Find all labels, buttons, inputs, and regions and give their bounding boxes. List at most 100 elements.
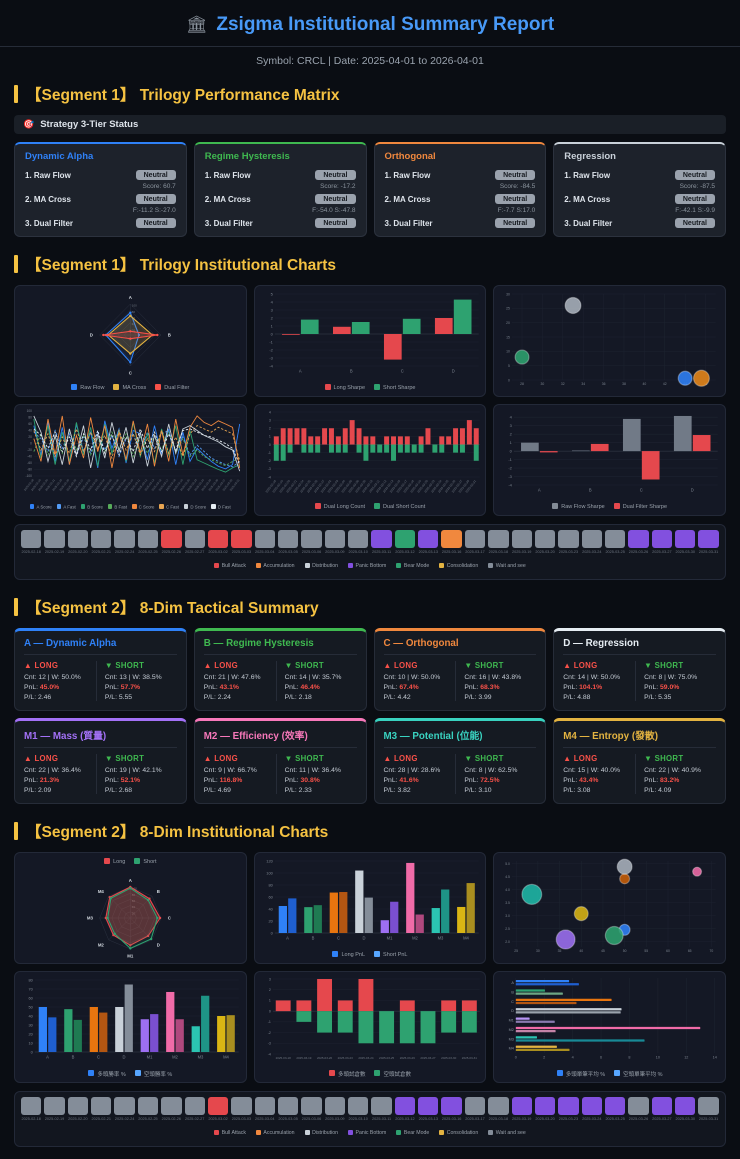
- timeline-cell[interactable]: [675, 1097, 696, 1115]
- timeline-cell[interactable]: [464, 530, 486, 548]
- timeline-cell[interactable]: [161, 530, 182, 548]
- chart-panel-pnl-bars[interactable]: 0 20 40 60 80 100 120 A B C D M1 M2 M3 M4 Long PnL Short…: [253, 852, 487, 964]
- timeline-cell[interactable]: [254, 530, 275, 548]
- timeline-cell[interactable]: [137, 530, 159, 548]
- timeline-cell[interactable]: [231, 530, 252, 548]
- timeline-cell[interactable]: [301, 530, 322, 548]
- svg-text:0: 0: [269, 1009, 271, 1013]
- timeline-cell[interactable]: [628, 530, 649, 548]
- timeline-cell[interactable]: [254, 1097, 275, 1115]
- timeline-cell[interactable]: [441, 1097, 462, 1115]
- chart-canvas-raw-dual-sharpe[interactable]: -4 -3 -2 -1 0 1 2 3 4 A B C D: [498, 408, 721, 496]
- legend-chip: [374, 1070, 381, 1077]
- timeline-cell[interactable]: [114, 530, 135, 548]
- timeline-cell[interactable]: [604, 1097, 626, 1115]
- chart-canvas-winrate-bars[interactable]: 0 10 20 30 40 50 60 70 80 A B C D M1 M2 M3 M4: [19, 975, 242, 1063]
- timeline-cell[interactable]: [21, 530, 42, 548]
- chart-canvas-score-lines[interactable]: -100-80-60-40-200204060801002025-02-1820…: [19, 408, 242, 496]
- chart-panel-sharpe-bars[interactable]: -4 -3 -2 -1 0 1 2 3 4 5 A B C D Long Sharpe Short Sharp…: [253, 285, 487, 397]
- chart-panel-score-lines[interactable]: -100 -80 -60 -40 -20 0 20 40 60 80 100 2025-02-18 20…: [14, 404, 247, 516]
- timeline-cell[interactable]: [534, 1097, 556, 1115]
- timeline-cell[interactable]: [44, 1097, 65, 1115]
- timeline-cell[interactable]: [581, 530, 602, 548]
- timeline-cell[interactable]: [207, 530, 229, 548]
- short-label: ▼ SHORT: [644, 754, 684, 763]
- timeline-cell[interactable]: [511, 530, 532, 548]
- chart-panel-strategy-scatter[interactable]: 05101520253028303234363840424446: [493, 285, 726, 397]
- timeline-cell[interactable]: [91, 1097, 112, 1115]
- timeline-cell[interactable]: [114, 1097, 135, 1115]
- timeline-cell[interactable]: [558, 530, 579, 548]
- chart-panel-trilogy-radar[interactable]: 20 40 60 80 100 A B C D Raw Flow MA Cross Dual Filt…: [14, 285, 247, 397]
- chart-panel-avg-trade-bars[interactable]: 0 2 4 6 8 10 12 14 A B C D M1 M2 M3 M4 多頭單筆平均 % 空頭單筆平均 %: [493, 971, 726, 1083]
- tier-status-header: 🎯 Strategy 3-Tier Status: [14, 115, 726, 134]
- timeline-cell[interactable]: [207, 1097, 229, 1115]
- timeline-cell[interactable]: [488, 530, 509, 548]
- svg-text:0: 0: [30, 442, 32, 446]
- timeline-cell[interactable]: [324, 530, 346, 548]
- timeline-cell[interactable]: [698, 1097, 719, 1115]
- timeline-cell[interactable]: [418, 530, 439, 548]
- chart-canvas-dual-counts[interactable]: -4-3-2-1012342025-02-182025-02-192025-02…: [259, 408, 482, 496]
- timeline-cell[interactable]: [44, 530, 65, 548]
- svg-text:D: D: [90, 333, 93, 338]
- timeline-cell[interactable]: [628, 1097, 649, 1115]
- timeline-cell[interactable]: [558, 1097, 579, 1115]
- timeline-cell[interactable]: [394, 530, 416, 548]
- timeline-cell[interactable]: [394, 1097, 416, 1115]
- timeline-cell[interactable]: [348, 530, 369, 548]
- timeline-cell[interactable]: [277, 1097, 299, 1115]
- timeline-cell[interactable]: [21, 1097, 42, 1115]
- pnl-label: PnL:: [104, 777, 121, 784]
- legend-item: A Score: [29, 498, 52, 516]
- timeline-cell[interactable]: [161, 1097, 182, 1115]
- chart-canvas-sharpe-bars[interactable]: -4 -3 -2 -1 0 1 2 3 4 5 A B C D: [259, 289, 482, 377]
- timeline-cell[interactable]: [604, 530, 626, 548]
- timeline-cell[interactable]: [488, 1097, 509, 1115]
- timeline-cell[interactable]: [534, 530, 556, 548]
- timeline-cell[interactable]: [137, 1097, 159, 1115]
- svg-text:40: 40: [643, 382, 647, 386]
- chart-canvas-avg-trade-bars[interactable]: 0 2 4 6 8 10 12 14 A B C D M1 M2 M3 M4: [498, 975, 721, 1063]
- timeline-cell[interactable]: [301, 1097, 322, 1115]
- timeline-cell[interactable]: [651, 1097, 673, 1115]
- timeline-cell[interactable]: [651, 530, 673, 548]
- timeline-cell[interactable]: [698, 530, 719, 548]
- timeline-cell[interactable]: [464, 1097, 486, 1115]
- timeline-cell[interactable]: [581, 1097, 602, 1115]
- timeline-cell[interactable]: [184, 530, 205, 548]
- timeline-cell[interactable]: [277, 530, 299, 548]
- chart-panel-raw-dual-sharpe[interactable]: -4 -3 -2 -1 0 1 2 3 4 A B C D Raw Flow Sharpe Dual Fil…: [493, 404, 726, 516]
- timeline-cell[interactable]: [324, 1097, 346, 1115]
- chart-panel-dim-radar[interactable]: Long Short 20 40 60 80 100 A B C D M1 M2 M3 M4: [14, 852, 247, 964]
- chart-canvas-winrate-bubble[interactable]: 2.0 2.5 3.0 3.5 4.0 4.5 5.0 25 30 35 40 45 50 55 60 65 7…: [498, 856, 721, 956]
- chart-canvas-dim-radar[interactable]: 20 40 60 80 100 A B C D M1 M2 M3 M4: [19, 872, 242, 960]
- chart-panel-dual-counts[interactable]: -4 -3 -2 -1 0 1 2 3 4 2025-02-18 2025-02-19 2025-02…: [253, 404, 487, 516]
- tier-row-note: Score: -87.5: [679, 183, 715, 190]
- timeline-cell[interactable]: [511, 1097, 532, 1115]
- timeline-cell[interactable]: [231, 1097, 252, 1115]
- chart-panel-daily-entries[interactable]: -4 -3 -2 -1 0 1 2 3 2025-03-18 2025-03-19 2025-03-…: [253, 971, 487, 1083]
- svg-text:25: 25: [515, 949, 519, 953]
- timeline-cell[interactable]: [91, 530, 112, 548]
- timeline-cell[interactable]: [348, 1097, 369, 1115]
- timeline-cell[interactable]: [441, 530, 462, 548]
- timeline-cell[interactable]: [67, 530, 89, 548]
- chart-panel-winrate-bars[interactable]: 0 10 20 30 40 50 60 70 80 A B C D M1 M2 M3 M4 多頭勝率 % 空頭勝率 …: [14, 971, 247, 1083]
- timeline-column: 2025-03-19: [511, 1097, 532, 1121]
- timeline-cell[interactable]: [418, 1097, 439, 1115]
- short-label: ▼ SHORT: [464, 661, 504, 670]
- timeline-cell[interactable]: [371, 1097, 392, 1115]
- chart-canvas-strategy-scatter[interactable]: 05101520253028303234363840424446: [498, 289, 721, 389]
- timeline-cell[interactable]: [184, 1097, 205, 1115]
- timeline-cell[interactable]: [675, 530, 696, 548]
- pnl-value: 57.7%: [120, 684, 141, 691]
- timeline-column: 2025-02-24: [114, 1097, 135, 1121]
- chart-panel-winrate-bubble[interactable]: 2.0 2.5 3.0 3.5 4.0 4.5 5.0 25 30 35 40 45 50 55 60 65 7…: [493, 852, 726, 964]
- chart-canvas-daily-entries[interactable]: -4 -3 -2 -1 0 1 2 3 2025-03-18 2025-03-19 2025-03-…: [259, 975, 482, 1063]
- chart-canvas-pnl-bars[interactable]: 0 20 40 60 80 100 120 A B C D M1 M2 M3 M4: [259, 856, 482, 944]
- tier-row: 2. MA Cross Neutral: [205, 194, 356, 204]
- timeline-cell[interactable]: [371, 530, 392, 548]
- timeline-cell[interactable]: [67, 1097, 89, 1115]
